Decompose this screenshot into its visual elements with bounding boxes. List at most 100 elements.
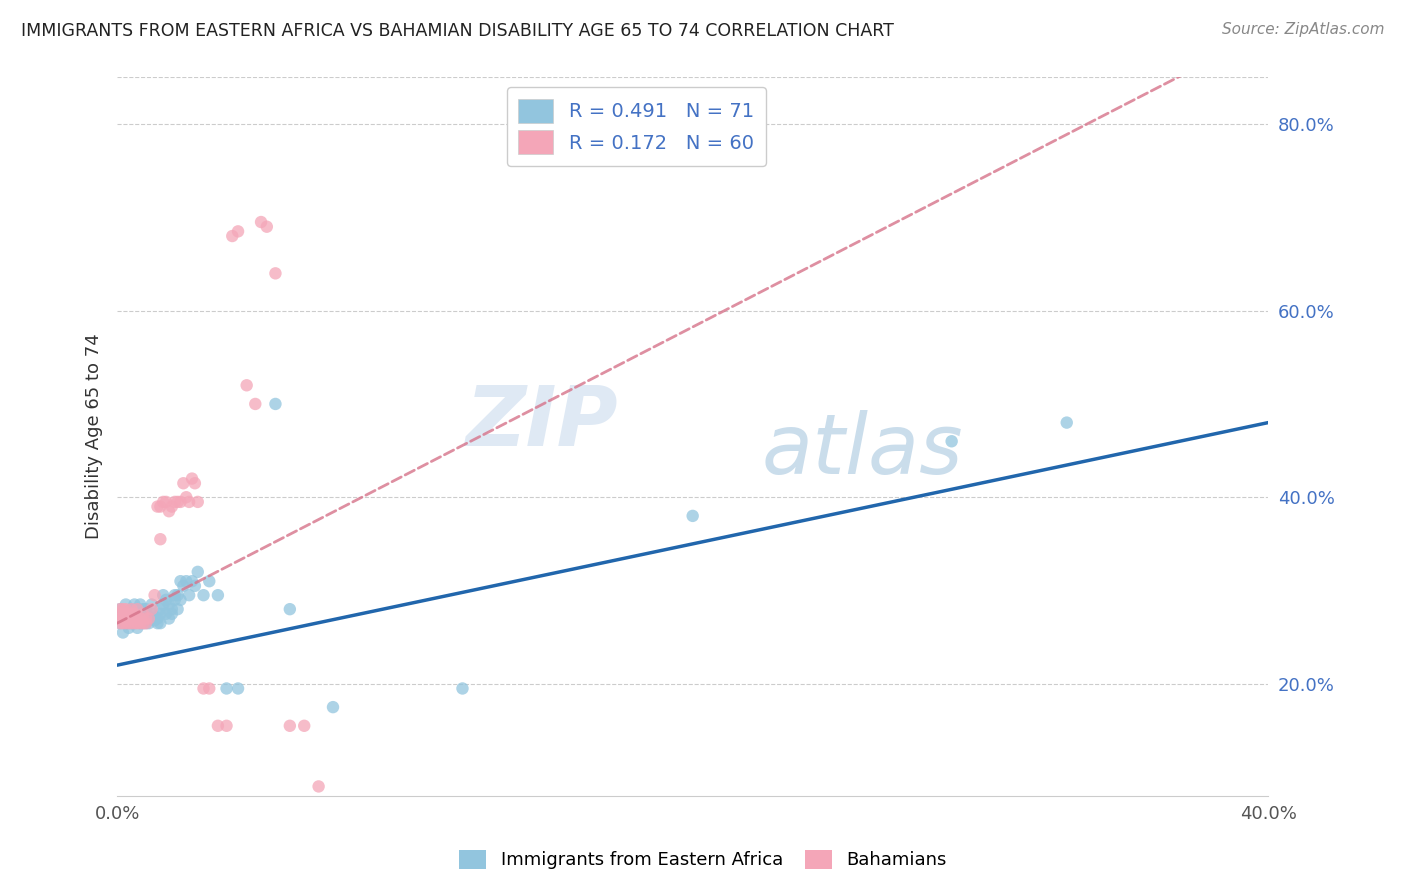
Point (141, 607, 163, 621)
Point (149, 602, 172, 616)
Point (111, 602, 134, 616)
Point (138, 611, 160, 625)
Point (135, 611, 157, 625)
Point (160, 500, 183, 514)
Point (127, 602, 149, 616)
Point (245, 397, 267, 411)
Point (149, 616, 172, 631)
Point (187, 565, 209, 579)
Point (207, 719, 229, 733)
Point (146, 616, 169, 631)
Point (121, 616, 143, 631)
Point (129, 616, 152, 631)
Point (179, 588, 201, 602)
Text: Source: ZipAtlas.com: Source: ZipAtlas.com (1222, 22, 1385, 37)
Point (118, 616, 141, 631)
Point (155, 607, 177, 621)
Point (278, 719, 301, 733)
Point (226, 681, 249, 696)
Point (129, 598, 152, 612)
Point (132, 602, 155, 616)
Point (221, 229, 243, 244)
Point (166, 588, 188, 602)
Point (169, 592, 191, 607)
Point (215, 681, 238, 696)
Point (121, 611, 143, 625)
Point (111, 625, 134, 640)
Point (207, 588, 229, 602)
Point (278, 602, 301, 616)
Legend: Immigrants from Eastern Africa, Bahamians: Immigrants from Eastern Africa, Bahamian… (450, 841, 956, 879)
Point (121, 616, 143, 631)
Point (163, 588, 186, 602)
Point (114, 602, 136, 616)
Point (264, 266, 287, 280)
Point (163, 592, 186, 607)
Point (135, 616, 157, 631)
Point (149, 500, 172, 514)
Point (108, 602, 131, 616)
Point (292, 719, 315, 733)
Point (132, 616, 155, 631)
Point (169, 574, 191, 589)
Point (124, 607, 146, 621)
Point (152, 588, 174, 602)
Point (114, 616, 136, 631)
Point (114, 616, 136, 631)
Point (181, 472, 204, 486)
Point (1056, 416, 1078, 430)
Point (235, 378, 257, 392)
Point (108, 611, 131, 625)
Text: IMMIGRANTS FROM EASTERN AFRICA VS BAHAMIAN DISABILITY AGE 65 TO 74 CORRELATION C: IMMIGRANTS FROM EASTERN AFRICA VS BAHAMI… (21, 22, 894, 40)
Y-axis label: Disability Age 65 to 74: Disability Age 65 to 74 (86, 334, 103, 540)
Point (127, 611, 149, 625)
Point (941, 434, 963, 449)
Point (160, 607, 183, 621)
Point (166, 602, 188, 616)
Point (111, 607, 134, 621)
Point (184, 579, 207, 593)
Point (121, 611, 143, 625)
Point (157, 504, 180, 518)
Point (121, 602, 143, 616)
Point (155, 495, 177, 509)
Point (141, 602, 163, 616)
Point (146, 500, 169, 514)
Point (114, 607, 136, 621)
Point (250, 215, 273, 229)
Point (187, 495, 209, 509)
Point (184, 476, 207, 491)
Point (172, 579, 194, 593)
Point (256, 219, 278, 234)
Point (127, 621, 149, 635)
Point (124, 616, 146, 631)
Point (127, 611, 149, 625)
Point (129, 607, 152, 621)
Point (111, 616, 134, 631)
Point (135, 602, 157, 616)
Point (118, 607, 141, 621)
Point (146, 611, 169, 625)
Text: ZIP: ZIP (465, 382, 617, 463)
Point (118, 607, 141, 621)
Point (174, 574, 197, 589)
Point (172, 476, 194, 491)
Point (143, 588, 166, 602)
Point (198, 681, 221, 696)
Point (682, 508, 704, 523)
Point (308, 780, 330, 794)
Point (129, 611, 152, 625)
Point (169, 495, 191, 509)
Point (322, 700, 344, 714)
Point (135, 616, 157, 631)
Point (264, 397, 287, 411)
Point (132, 616, 155, 631)
Point (124, 616, 146, 631)
Point (198, 574, 221, 589)
Legend: R = 0.491   N = 71, R = 0.172   N = 60: R = 0.491 N = 71, R = 0.172 N = 60 (506, 87, 766, 166)
Point (121, 602, 143, 616)
Point (181, 574, 204, 589)
Point (111, 611, 134, 625)
Point (152, 495, 174, 509)
Point (141, 611, 163, 625)
